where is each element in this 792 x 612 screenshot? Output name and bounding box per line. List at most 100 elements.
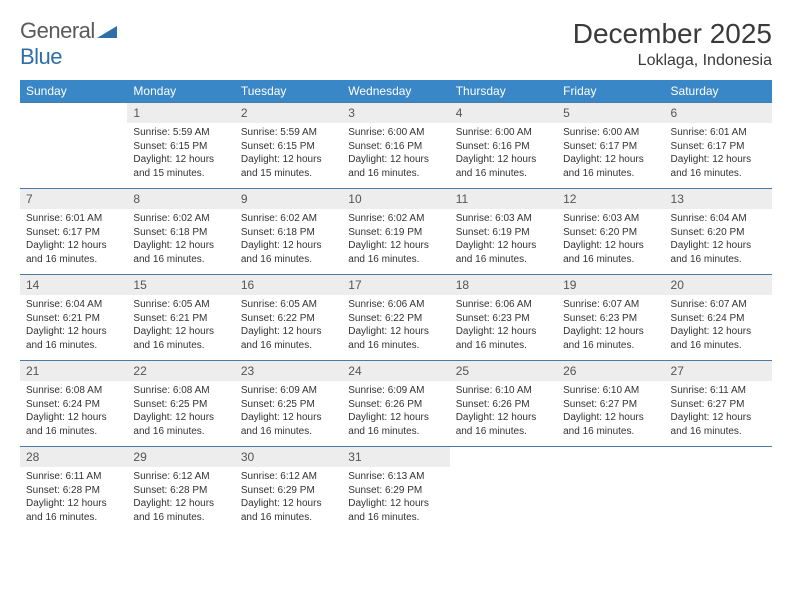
dow-thursday: Thursday — [450, 80, 557, 103]
day-line: Sunrise: 6:06 AM — [456, 298, 551, 312]
day-line: Sunset: 6:22 PM — [348, 312, 443, 326]
day-cell: 3Sunrise: 6:00 AMSunset: 6:16 PMDaylight… — [342, 103, 449, 189]
day-body: Sunrise: 6:03 AMSunset: 6:20 PMDaylight:… — [557, 209, 664, 274]
dow-tuesday: Tuesday — [235, 80, 342, 103]
day-line: Daylight: 12 hours and 16 minutes. — [26, 411, 121, 438]
day-cell: 16Sunrise: 6:05 AMSunset: 6:22 PMDayligh… — [235, 275, 342, 361]
day-line: Daylight: 12 hours and 16 minutes. — [26, 239, 121, 266]
day-cell: 5Sunrise: 6:00 AMSunset: 6:17 PMDaylight… — [557, 103, 664, 189]
header: General Blue December 2025 Loklaga, Indo… — [20, 18, 772, 70]
day-line: Sunset: 6:17 PM — [671, 140, 766, 154]
day-body: Sunrise: 6:02 AMSunset: 6:18 PMDaylight:… — [235, 209, 342, 274]
day-line: Sunset: 6:15 PM — [241, 140, 336, 154]
day-number: 1 — [127, 103, 234, 123]
day-line: Sunset: 6:20 PM — [671, 226, 766, 240]
day-cell: 13Sunrise: 6:04 AMSunset: 6:20 PMDayligh… — [665, 189, 772, 275]
day-number: 31 — [342, 447, 449, 467]
day-line: Sunset: 6:25 PM — [241, 398, 336, 412]
day-line: Sunrise: 6:11 AM — [26, 470, 121, 484]
day-cell: 15Sunrise: 6:05 AMSunset: 6:21 PMDayligh… — [127, 275, 234, 361]
day-line: Sunrise: 6:11 AM — [671, 384, 766, 398]
month-title: December 2025 — [573, 18, 772, 50]
day-line: Sunset: 6:21 PM — [26, 312, 121, 326]
day-cell: 8Sunrise: 6:02 AMSunset: 6:18 PMDaylight… — [127, 189, 234, 275]
day-cell: 19Sunrise: 6:07 AMSunset: 6:23 PMDayligh… — [557, 275, 664, 361]
day-line: Daylight: 12 hours and 16 minutes. — [563, 411, 658, 438]
day-number: 11 — [450, 189, 557, 209]
day-cell: 14Sunrise: 6:04 AMSunset: 6:21 PMDayligh… — [20, 275, 127, 361]
day-number: 8 — [127, 189, 234, 209]
day-line: Daylight: 12 hours and 16 minutes. — [133, 411, 228, 438]
dow-sunday: Sunday — [20, 80, 127, 103]
day-line: Sunrise: 6:12 AM — [133, 470, 228, 484]
day-number: 14 — [20, 275, 127, 295]
day-cell: 26Sunrise: 6:10 AMSunset: 6:27 PMDayligh… — [557, 361, 664, 447]
day-line: Sunrise: 6:04 AM — [671, 212, 766, 226]
day-cell: 27Sunrise: 6:11 AMSunset: 6:27 PMDayligh… — [665, 361, 772, 447]
day-number: 17 — [342, 275, 449, 295]
day-body: Sunrise: 6:08 AMSunset: 6:24 PMDaylight:… — [20, 381, 127, 446]
day-line: Sunset: 6:23 PM — [456, 312, 551, 326]
day-line: Daylight: 12 hours and 16 minutes. — [348, 497, 443, 524]
day-line: Sunset: 6:19 PM — [456, 226, 551, 240]
dow-friday: Friday — [557, 80, 664, 103]
day-line: Daylight: 12 hours and 16 minutes. — [348, 239, 443, 266]
day-cell: 4Sunrise: 6:00 AMSunset: 6:16 PMDaylight… — [450, 103, 557, 189]
day-line: Sunrise: 6:03 AM — [456, 212, 551, 226]
day-line: Sunset: 6:26 PM — [456, 398, 551, 412]
day-body: Sunrise: 6:07 AMSunset: 6:24 PMDaylight:… — [665, 295, 772, 360]
day-cell: 30Sunrise: 6:12 AMSunset: 6:29 PMDayligh… — [235, 447, 342, 533]
logo-triangle-icon — [97, 18, 117, 44]
day-cell: 6Sunrise: 6:01 AMSunset: 6:17 PMDaylight… — [665, 103, 772, 189]
dow-saturday: Saturday — [665, 80, 772, 103]
dow-wednesday: Wednesday — [342, 80, 449, 103]
logo-text: General Blue — [20, 18, 117, 70]
day-number: 13 — [665, 189, 772, 209]
day-line: Sunset: 6:15 PM — [133, 140, 228, 154]
day-body: Sunrise: 5:59 AMSunset: 6:15 PMDaylight:… — [235, 123, 342, 188]
day-line: Daylight: 12 hours and 16 minutes. — [241, 325, 336, 352]
day-line: Sunrise: 6:00 AM — [456, 126, 551, 140]
day-line: Sunset: 6:27 PM — [671, 398, 766, 412]
day-body: Sunrise: 6:05 AMSunset: 6:21 PMDaylight:… — [127, 295, 234, 360]
day-cell: 22Sunrise: 6:08 AMSunset: 6:25 PMDayligh… — [127, 361, 234, 447]
day-line: Sunrise: 6:06 AM — [348, 298, 443, 312]
day-line: Sunset: 6:17 PM — [26, 226, 121, 240]
day-number: 20 — [665, 275, 772, 295]
day-body: Sunrise: 5:59 AMSunset: 6:15 PMDaylight:… — [127, 123, 234, 188]
day-line: Daylight: 12 hours and 16 minutes. — [456, 325, 551, 352]
day-body: Sunrise: 6:06 AMSunset: 6:23 PMDaylight:… — [450, 295, 557, 360]
day-line: Daylight: 12 hours and 16 minutes. — [26, 325, 121, 352]
dow-monday: Monday — [127, 80, 234, 103]
day-line: Sunset: 6:24 PM — [671, 312, 766, 326]
day-number: 19 — [557, 275, 664, 295]
day-body: Sunrise: 6:05 AMSunset: 6:22 PMDaylight:… — [235, 295, 342, 360]
day-line: Sunset: 6:16 PM — [348, 140, 443, 154]
day-line: Sunrise: 6:01 AM — [26, 212, 121, 226]
day-line: Daylight: 12 hours and 16 minutes. — [563, 325, 658, 352]
day-line: Sunrise: 6:05 AM — [133, 298, 228, 312]
day-line: Daylight: 12 hours and 16 minutes. — [133, 239, 228, 266]
day-body: Sunrise: 6:13 AMSunset: 6:29 PMDaylight:… — [342, 467, 449, 532]
day-line: Daylight: 12 hours and 16 minutes. — [133, 325, 228, 352]
day-body: Sunrise: 6:00 AMSunset: 6:16 PMDaylight:… — [342, 123, 449, 188]
week-row: 28Sunrise: 6:11 AMSunset: 6:28 PMDayligh… — [20, 447, 772, 533]
day-cell: 25Sunrise: 6:10 AMSunset: 6:26 PMDayligh… — [450, 361, 557, 447]
week-row: 21Sunrise: 6:08 AMSunset: 6:24 PMDayligh… — [20, 361, 772, 447]
day-number: 21 — [20, 361, 127, 381]
day-number: 16 — [235, 275, 342, 295]
day-body: Sunrise: 6:07 AMSunset: 6:23 PMDaylight:… — [557, 295, 664, 360]
day-line: Sunrise: 6:00 AM — [563, 126, 658, 140]
day-line: Sunset: 6:25 PM — [133, 398, 228, 412]
day-line: Daylight: 12 hours and 16 minutes. — [456, 239, 551, 266]
day-line: Daylight: 12 hours and 16 minutes. — [241, 411, 336, 438]
day-line: Sunrise: 6:02 AM — [133, 212, 228, 226]
day-line: Sunrise: 6:10 AM — [456, 384, 551, 398]
day-cell: 21Sunrise: 6:08 AMSunset: 6:24 PMDayligh… — [20, 361, 127, 447]
day-line: Daylight: 12 hours and 16 minutes. — [456, 153, 551, 180]
day-cell — [557, 447, 664, 533]
dow-row: Sunday Monday Tuesday Wednesday Thursday… — [20, 80, 772, 103]
day-cell: 2Sunrise: 5:59 AMSunset: 6:15 PMDaylight… — [235, 103, 342, 189]
day-line: Sunrise: 6:12 AM — [241, 470, 336, 484]
day-body: Sunrise: 6:12 AMSunset: 6:29 PMDaylight:… — [235, 467, 342, 532]
